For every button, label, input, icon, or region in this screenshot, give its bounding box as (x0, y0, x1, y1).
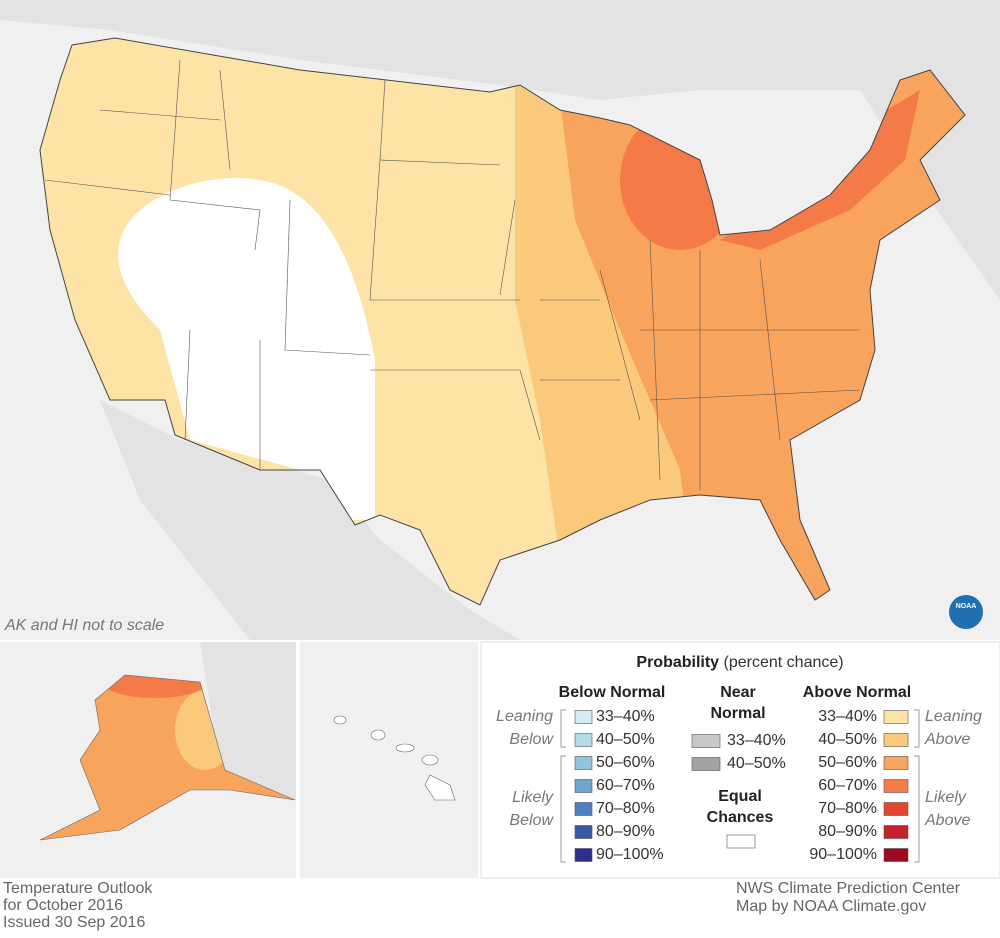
legend-label: 60–70% (596, 777, 655, 794)
legend-label: 40–50% (818, 731, 877, 748)
legend-label: 80–90% (818, 823, 877, 840)
legend-group-label: Above (924, 812, 970, 829)
legend-group-label: Below (509, 812, 554, 829)
footer-text: for October 2016 (3, 897, 123, 914)
legend-group-label: Likely (512, 789, 554, 806)
legend-swatch (883, 825, 909, 839)
legend-swatch (574, 710, 593, 724)
legend-label: 70–80% (596, 800, 655, 817)
legend-swatch (574, 848, 593, 862)
footer-text: Temperature Outlook (3, 880, 153, 897)
legend-swatch (883, 710, 909, 724)
scale-note: AK and HI not to scale (4, 617, 164, 634)
noaa-logo-text: NOAA (956, 603, 977, 610)
legend-swatch (574, 802, 593, 816)
legend-label: 70–80% (818, 800, 877, 817)
legend-heading: Normal (710, 705, 765, 722)
legend-heading: Above Normal (803, 684, 911, 701)
legend-swatch (883, 779, 909, 793)
legend-bracket (560, 709, 566, 863)
legend-group-label: Leaning (925, 708, 982, 725)
legend-swatch (574, 756, 593, 770)
legend-group-label: Above (924, 731, 970, 748)
legend-label: 33–40% (596, 708, 655, 725)
legend-swatch (574, 779, 593, 793)
legend-label: 50–60% (818, 754, 877, 771)
legend-label: 33–40% (818, 708, 877, 725)
state-lines (44, 59, 861, 490)
legend-swatch (726, 834, 756, 849)
region-40-50 (515, 80, 700, 560)
legend-label: 40–50% (596, 731, 655, 748)
canada (0, 0, 1000, 300)
footer-text: Map by NOAA Climate.gov (736, 898, 926, 915)
legend-title-main: Probability (636, 654, 719, 671)
alaska-outline (39, 674, 296, 841)
legend-swatch (691, 734, 721, 748)
legend-title-suffix: (percent chance) (724, 654, 844, 671)
legend-swatch (691, 757, 721, 771)
legend-swatch (883, 756, 909, 770)
legend-heading: Near (720, 684, 756, 701)
legend-group-label: Likely (925, 789, 967, 806)
footer-text: Issued 30 Sep 2016 (3, 914, 145, 931)
legend-label: 33–40% (727, 732, 786, 749)
legend-swatch (574, 733, 593, 747)
legend-label: 90–100% (809, 846, 877, 863)
legend-group-label: Leaning (496, 708, 553, 725)
footer-text: NWS Climate Prediction Center (736, 880, 961, 897)
legend-label: 90–100% (596, 846, 664, 863)
legend-swatch (883, 733, 909, 747)
legend-bracket (914, 709, 920, 863)
legend-group-label: Below (509, 731, 554, 748)
canada-inset (200, 642, 296, 800)
hawaii-inset (300, 642, 478, 878)
legend-swatch (883, 848, 909, 862)
legend-label: 80–90% (596, 823, 655, 840)
legend-swatch (574, 825, 593, 839)
legend-label: 40–50% (727, 755, 786, 772)
legend-heading: Equal (718, 788, 762, 805)
legend-heading: Below Normal (559, 684, 666, 701)
legend-swatch (883, 802, 909, 816)
legend-label: 50–60% (596, 754, 655, 771)
hawaii-map (333, 715, 456, 801)
mexico (100, 400, 520, 640)
noaa-logo (949, 595, 983, 629)
region-equal-chances (118, 178, 375, 521)
legend-label: 60–70% (818, 777, 877, 794)
legend-heading: Chances (707, 809, 774, 826)
legend-title: Probability (percent chance) (636, 654, 843, 671)
legend: Below Normal 33–40% 40–50% 50–60% 60–70% 70–8… (496, 684, 982, 863)
